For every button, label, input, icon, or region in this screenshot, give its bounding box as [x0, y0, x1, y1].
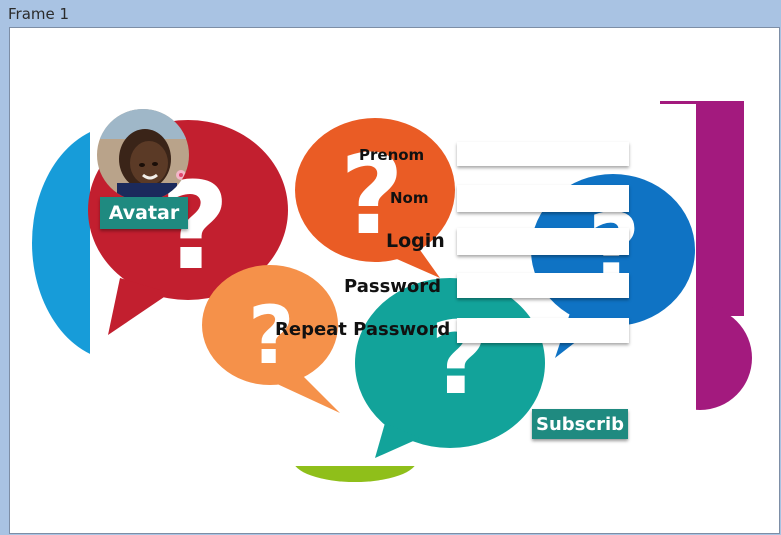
- login-label: Login: [386, 230, 445, 252]
- nom-label: Nom: [390, 189, 429, 207]
- password-label: Password: [344, 276, 442, 297]
- prenom-label: Prenom: [359, 146, 425, 164]
- svg-text:?: ?: [248, 289, 294, 382]
- avatar-image[interactable]: [97, 109, 189, 201]
- avatar-label: Avatar: [100, 197, 188, 229]
- password-input[interactable]: [457, 273, 629, 298]
- window-title: Frame 1: [8, 5, 70, 23]
- login-input[interactable]: [457, 228, 629, 255]
- repeat-password-label: Repeat Password: [275, 319, 451, 340]
- avatar-photo-icon: [97, 109, 189, 201]
- repeat-password-input[interactable]: [457, 318, 629, 343]
- subscribe-button[interactable]: Subscrib: [532, 409, 628, 439]
- prenom-input[interactable]: [457, 142, 629, 166]
- nom-input[interactable]: [457, 185, 629, 212]
- svg-text:?: ?: [340, 131, 404, 259]
- form-canvas: ? ? ? ? ? Avatar Prenom: [9, 27, 780, 534]
